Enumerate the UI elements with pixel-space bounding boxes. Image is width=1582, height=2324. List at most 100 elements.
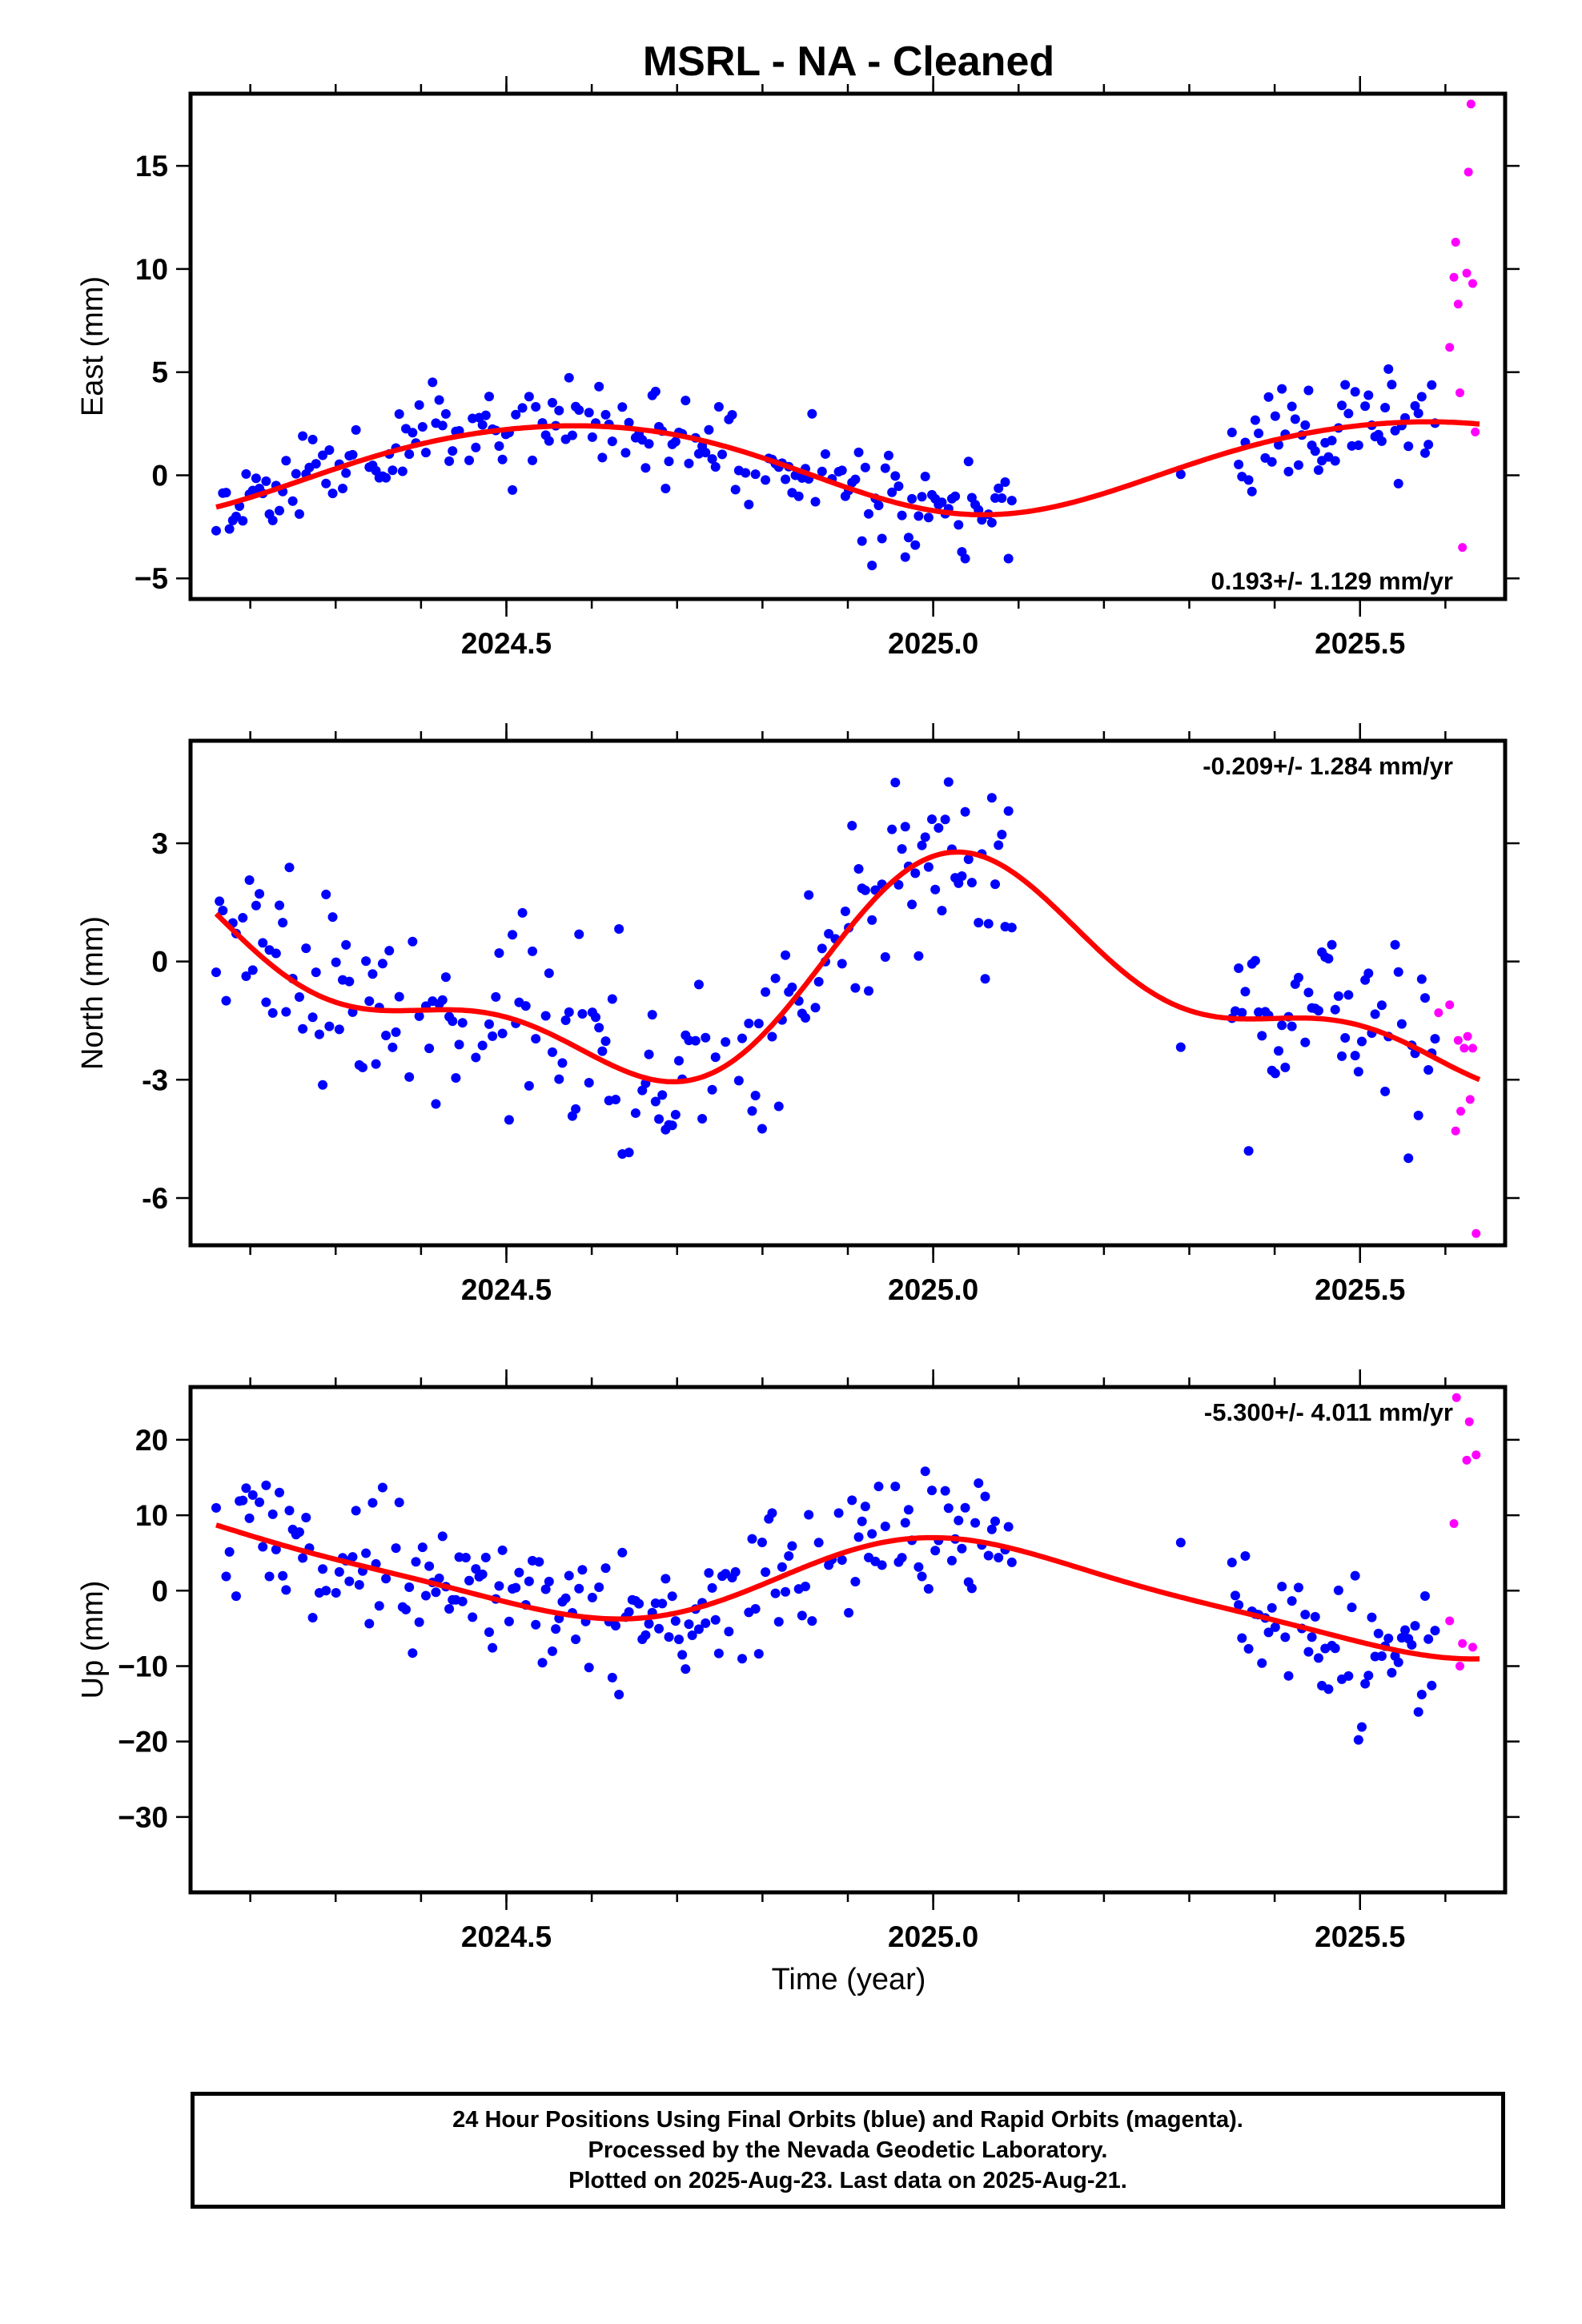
east-final-orbit-point [1227, 428, 1237, 438]
up-final-orbit-point [857, 1516, 867, 1526]
up-ytick-label: 10 [135, 1499, 168, 1532]
north-final-orbit-point [927, 814, 938, 825]
up-final-orbit-point [701, 1618, 711, 1628]
east-final-orbit-point [913, 511, 924, 521]
north-final-orbit-point [1303, 987, 1314, 998]
north-final-orbit-point [1240, 987, 1251, 997]
north-rapid-orbit-point [1468, 1043, 1477, 1053]
north-final-orbit-point [557, 1058, 568, 1068]
up-final-orbit-point [1400, 1625, 1411, 1635]
up-final-orbit-point [1410, 1621, 1420, 1631]
north-final-orbit-point [1313, 1006, 1323, 1016]
north-final-orbit-point [864, 986, 874, 996]
up-final-orbit-point [677, 1650, 688, 1660]
up-final-orbit-point [504, 1616, 514, 1626]
north-final-orbit-point [331, 957, 341, 967]
east-final-orbit-point [221, 488, 231, 498]
east-final-orbit-point [1427, 380, 1437, 390]
north-final-orbit-point [408, 936, 418, 947]
north-final-orbit-point [923, 862, 934, 872]
north-final-orbit-point [1376, 1000, 1387, 1011]
up-final-orbit-point [707, 1582, 717, 1593]
up-ytick-label: −20 [118, 1726, 168, 1759]
up-final-orbit-point [321, 1586, 331, 1596]
east-final-orbit-point [1234, 459, 1244, 469]
east-final-orbit-point [351, 424, 361, 435]
north-final-orbit-point [560, 1015, 571, 1026]
east-final-orbit-point [920, 472, 930, 482]
up-final-orbit-point [344, 1576, 355, 1586]
east-final-orbit-point [661, 483, 671, 493]
up-final-orbit-point [354, 1579, 364, 1590]
east-final-orbit-point [1263, 392, 1274, 402]
east-final-orbit-point [544, 436, 554, 446]
up-final-orbit-point [773, 1617, 784, 1627]
east-final-orbit-point [1337, 400, 1347, 411]
up-final-orbit-point [724, 1626, 734, 1637]
up-final-orbit-point [1175, 1538, 1186, 1548]
east-rapid-orbit-point [1445, 343, 1455, 352]
up-final-orbit-point [468, 1612, 478, 1622]
north-final-orbit-point [1416, 974, 1427, 984]
north-final-orbit-point [801, 1012, 811, 1023]
up-final-orbit-point [837, 1554, 847, 1565]
up-xtick-label: 2024.5 [461, 1920, 552, 1953]
north-ytick-label: -6 [142, 1182, 168, 1215]
up-final-orbit-point [693, 1624, 704, 1634]
north-final-orbit-point [860, 885, 870, 895]
north-final-orbit-point [757, 1124, 767, 1134]
north-final-orbit-point [753, 1019, 764, 1029]
up-final-orbit-point [531, 1619, 541, 1630]
east-final-orbit-point [1300, 420, 1311, 430]
up-xtick-label: 2025.0 [888, 1920, 978, 1953]
north-final-orbit-point [980, 974, 990, 984]
up-final-orbit-point [930, 1546, 941, 1556]
east-final-orbit-point [321, 478, 331, 489]
up-final-orbit-point [587, 1592, 597, 1602]
north-final-orbit-point [361, 956, 371, 967]
east-final-orbit-point [640, 463, 651, 473]
up-final-orbit-point [966, 1583, 977, 1594]
east-final-orbit-point [597, 452, 608, 463]
north-final-orbit-point [284, 862, 295, 873]
east-final-orbit-point [420, 448, 431, 458]
up-final-orbit-point [577, 1565, 588, 1575]
east-final-orbit-point [281, 456, 291, 466]
north-final-orbit-point [524, 1080, 534, 1091]
north-final-orbit-point [357, 1062, 367, 1072]
up-final-orbit-point [850, 1577, 861, 1587]
up-final-orbit-point [1413, 1707, 1423, 1717]
north-xtick-label: 2024.5 [461, 1273, 552, 1306]
east-final-orbit-point [807, 408, 817, 419]
up-final-orbit-point [767, 1508, 777, 1518]
east-rapid-orbit-point [1468, 279, 1477, 288]
north-rapid-orbit-point [1451, 1126, 1460, 1136]
north-final-orbit-point [930, 884, 941, 895]
north-final-orbit-point [215, 896, 225, 907]
north-final-orbit-point [750, 1091, 761, 1101]
east-final-orbit-point [1243, 475, 1254, 485]
up-rapid-orbit-point [1468, 1642, 1477, 1652]
north-final-orbit-point [974, 918, 984, 928]
north-final-orbit-point [1323, 954, 1334, 964]
up-final-orbit-point [624, 1606, 634, 1617]
north-final-orbit-point [377, 959, 387, 969]
north-final-orbit-point [1293, 972, 1303, 983]
north-final-orbit-point [1423, 1064, 1434, 1075]
north-final-orbit-point [477, 1040, 488, 1051]
east-final-orbit-point [464, 455, 475, 465]
north-final-orbit-point [1430, 1034, 1440, 1044]
east-final-orbit-point [1000, 476, 1010, 487]
north-final-orbit-point [994, 840, 1004, 850]
north-final-orbit-point [437, 995, 448, 1005]
north-final-orbit-point [1396, 1019, 1407, 1029]
up-final-orbit-point [1353, 1735, 1363, 1745]
east-final-orbit-point [717, 449, 728, 460]
east-rapid-orbit-point [1464, 167, 1473, 177]
north-final-orbit-point [424, 1043, 435, 1054]
up-final-orbit-point [564, 1570, 574, 1581]
east-minor-ticks [249, 84, 1447, 609]
up-final-orbit-point [1303, 1647, 1314, 1657]
east-ytick-label: −5 [135, 562, 168, 595]
north-xtick-label: 2025.0 [888, 1273, 978, 1306]
